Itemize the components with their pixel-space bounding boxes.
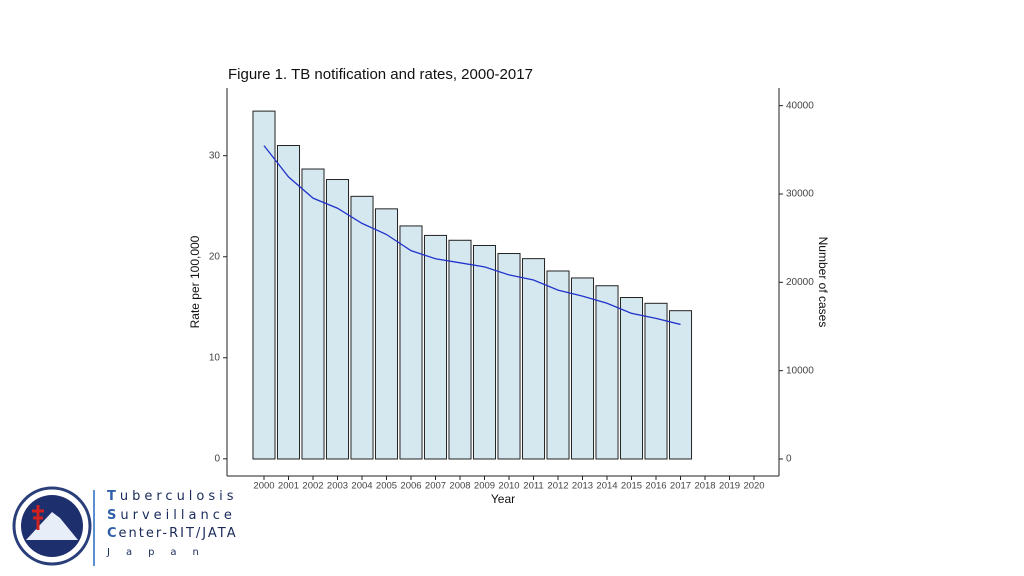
x-tick-label: 2017 [670,481,691,492]
x-tick-label: 2002 [302,481,323,492]
x-tick-label: 2008 [449,481,470,492]
x-tick-label: 2006 [400,481,421,492]
bar [570,277,595,460]
x-axis-label: Year [491,492,515,506]
bar [301,168,325,460]
x-tick-label: 2011 [523,481,543,492]
bar [252,110,276,460]
bar [644,302,668,460]
y-axis-label: Rate per 100,000 [188,235,202,328]
rate-line [263,145,681,326]
bar [497,253,521,460]
bar [595,285,619,460]
y2-tick-label: 30000 [786,189,814,200]
x-tick-label: 2012 [547,481,568,492]
y2-axis-label: Number of cases [816,237,830,328]
x-tick-label: 2015 [621,481,642,492]
bar [423,234,448,460]
chart-title: Figure 1. TB notification and rates, 200… [228,66,533,83]
y2-tick-label: 10000 [786,365,814,376]
logo-cross [32,505,44,530]
x-tick-label: 2004 [351,481,372,492]
x-tick-label: 2018 [694,481,715,492]
x-tick-label: 2009 [474,481,495,492]
bar [546,270,570,460]
x-tick-label: 2010 [498,481,519,492]
logo-text: Surveillance [107,508,236,523]
bar [399,225,423,460]
x-tick-label: 2007 [425,481,446,492]
logo-text: Japan [107,547,215,558]
y-tick-label: 0 [214,453,220,464]
y2-tick-label: 40000 [786,100,814,111]
bar [448,239,472,460]
bar [668,310,693,460]
bar [472,244,497,460]
bar [276,145,301,460]
y2-tick-label: 0 [786,454,792,465]
y-tick-label: 20 [209,251,221,262]
bar [521,258,546,460]
x-tick-label: 2013 [572,481,593,492]
x-tick-label: 2001 [278,481,299,492]
x-tick-label: 2005 [376,481,397,492]
y-tick-label: 10 [209,352,221,363]
x-tick-label: 2019 [719,481,740,492]
logo-text: Center-RIT/JATA [107,526,238,541]
x-tick-label: 2014 [596,481,617,492]
bar [325,179,350,460]
bar [374,208,399,460]
logo-text: Tuberculosis [107,489,238,504]
bar [619,297,644,460]
y-tick-label: 30 [209,150,221,161]
y2-tick-label: 20000 [786,277,814,288]
x-tick-label: 2003 [327,481,348,492]
x-tick-label: 2016 [645,481,666,492]
x-tick-label: 2020 [743,481,764,492]
logo-mountain [26,512,78,540]
bar [350,195,374,460]
x-tick-label: 2000 [253,481,274,492]
